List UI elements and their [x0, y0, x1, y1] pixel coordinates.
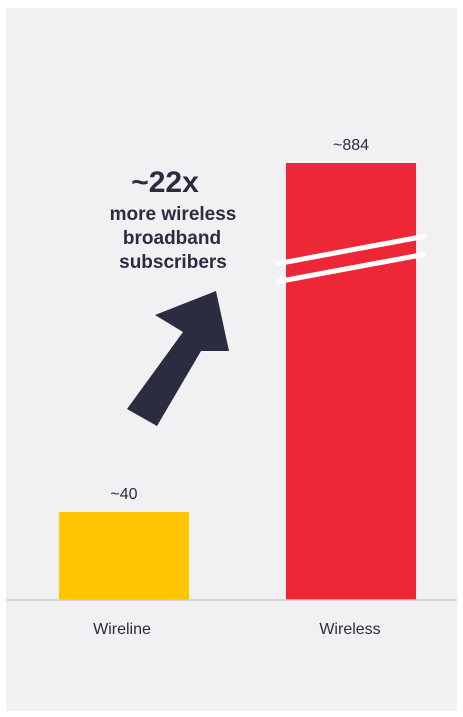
bar-wireline — [59, 512, 189, 600]
category-label-wireline: Wireline — [93, 621, 151, 638]
annotation-line-3: subscribers — [119, 252, 227, 273]
value-label-wireline: ~40 — [110, 486, 137, 503]
value-label-wireless: ~884 — [333, 137, 369, 154]
annotation-headline: ~22x — [131, 166, 199, 199]
annotation-line-1: more wireless — [110, 204, 237, 225]
axis-break-line-lower — [275, 251, 427, 285]
annotation-line-2: broadband — [123, 228, 221, 249]
growth-arrow-icon — [127, 291, 229, 426]
bar-wireless — [286, 163, 416, 600]
category-label-wireless: Wireless — [319, 621, 380, 638]
axis-break-line-upper — [275, 233, 427, 267]
